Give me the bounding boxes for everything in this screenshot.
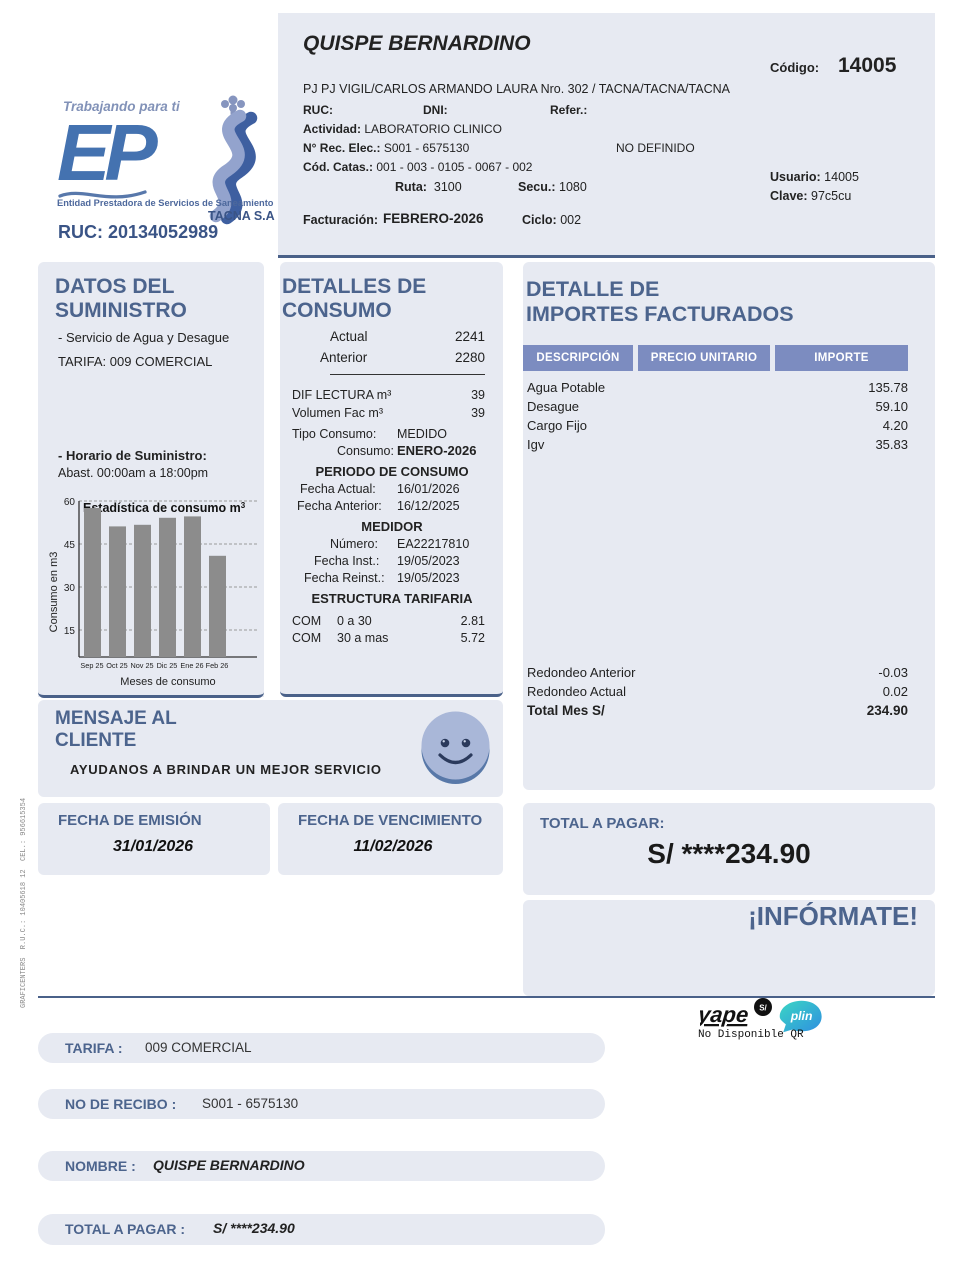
svg-text:Estadística de consumo m3: Estadística de consumo m3 xyxy=(83,501,246,516)
svg-text:Nov 25: Nov 25 xyxy=(130,661,153,670)
svg-text:Dic 25: Dic 25 xyxy=(157,661,178,670)
svg-text:45: 45 xyxy=(64,540,76,551)
svg-text:Consumo en m3: Consumo en m3 xyxy=(48,552,60,633)
svg-text:Meses de consumo: Meses de consumo xyxy=(120,676,215,688)
svg-text:Oct 25: Oct 25 xyxy=(106,661,128,670)
svg-text:TACNA S.A.: TACNA S.A. xyxy=(208,209,275,223)
svg-text:Entidad Prestadora de Servicio: Entidad Prestadora de Servicios de Sanea… xyxy=(57,198,274,208)
svg-text:Sep 25: Sep 25 xyxy=(80,661,103,670)
svg-text:60: 60 xyxy=(64,497,76,508)
svg-text:plin: plin xyxy=(790,1009,813,1023)
svg-text:S/: S/ xyxy=(759,1004,767,1013)
svg-text:yape: yape xyxy=(700,1002,750,1027)
svg-text:15: 15 xyxy=(64,626,76,637)
svg-text:Ene 26: Ene 26 xyxy=(180,661,203,670)
svg-text:EP: EP xyxy=(57,108,158,197)
svg-text:30: 30 xyxy=(64,583,76,594)
svg-text:Feb 26: Feb 26 xyxy=(206,661,229,670)
